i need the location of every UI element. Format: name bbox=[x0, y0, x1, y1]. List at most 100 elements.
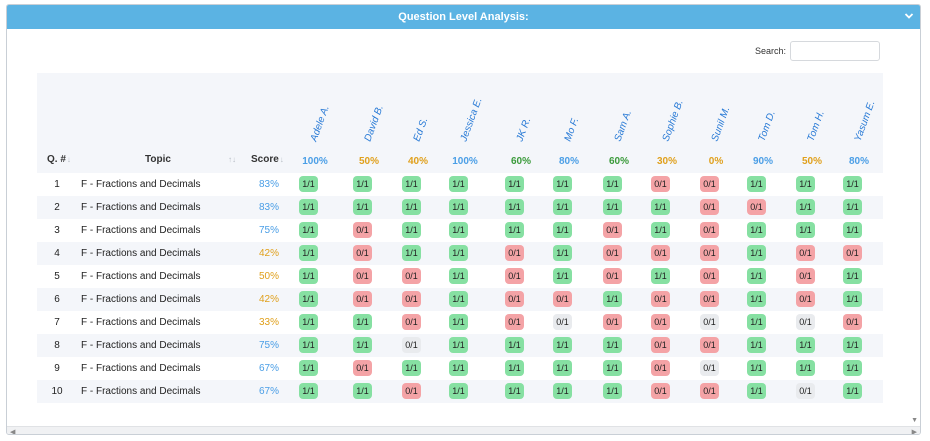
result-badge: 1/1 bbox=[353, 337, 372, 353]
result-badge: 1/1 bbox=[505, 360, 524, 376]
result-badge: 0/1 bbox=[353, 268, 372, 284]
topic-cell: F - Fractions and Decimals bbox=[81, 202, 201, 213]
table-row: 4 F - Fractions and Decimals 42% 1/1 0/1 1/1 1… bbox=[37, 242, 883, 265]
topic-cell: F - Fractions and Decimals bbox=[81, 340, 201, 351]
student-name[interactable]: Ed S. bbox=[411, 116, 431, 143]
column-header-score[interactable]: Score↓ bbox=[251, 154, 284, 165]
score-cell: 33% bbox=[258, 317, 279, 328]
result-badge: 0/1 bbox=[700, 337, 719, 353]
result-badge: 0/1 bbox=[353, 222, 372, 238]
score-cell: 67% bbox=[258, 386, 279, 397]
result-badge: 1/1 bbox=[553, 360, 572, 376]
score-cell: 83% bbox=[258, 202, 279, 213]
result-badge: 0/1 bbox=[700, 245, 719, 261]
student-percent: 60% bbox=[608, 156, 629, 167]
result-badge: 0/1 bbox=[700, 383, 719, 399]
question-number: 10 bbox=[51, 386, 63, 397]
student-name[interactable]: Mo F. bbox=[562, 116, 582, 143]
result-badge: 0/1 bbox=[402, 314, 421, 330]
student-percent: 50% bbox=[801, 156, 822, 167]
table-row: 7 F - Fractions and Decimals 33% 1/1 1/1 0/1 1… bbox=[37, 311, 883, 334]
scroll-down-icon[interactable]: ▼ bbox=[911, 417, 918, 424]
student-name[interactable]: Tom H. bbox=[805, 109, 827, 143]
result-badge: 0/1 bbox=[796, 291, 815, 307]
result-badge: 1/1 bbox=[747, 360, 766, 376]
student-name[interactable]: Sophie B. bbox=[660, 98, 686, 143]
student-percent: 50% bbox=[358, 156, 379, 167]
result-badge: 0/1 bbox=[651, 360, 670, 376]
result-badge: 1/1 bbox=[505, 199, 524, 215]
result-badge: 1/1 bbox=[796, 360, 815, 376]
column-header-topic[interactable]: Topic bbox=[145, 154, 171, 165]
result-badge: 1/1 bbox=[553, 199, 572, 215]
result-badge: 0/1 bbox=[603, 222, 622, 238]
question-number: 3 bbox=[54, 225, 60, 236]
score-cell: 67% bbox=[258, 363, 279, 374]
result-badge: 0/1 bbox=[796, 314, 815, 330]
student-name[interactable]: Yasum E. bbox=[852, 99, 878, 143]
result-badge: 0/1 bbox=[505, 314, 524, 330]
result-badge: 0/1 bbox=[700, 291, 719, 307]
result-badge: 1/1 bbox=[402, 176, 421, 192]
result-badge: 1/1 bbox=[843, 222, 862, 238]
result-badge: 0/1 bbox=[700, 314, 719, 330]
question-number: 6 bbox=[54, 294, 60, 305]
result-badge: 1/1 bbox=[843, 337, 862, 353]
result-badge: 1/1 bbox=[553, 383, 572, 399]
table-row: 8 F - Fractions and Decimals 75% 1/1 1/1 0/1 1… bbox=[37, 334, 883, 357]
student-name[interactable]: JK R. bbox=[514, 116, 534, 143]
result-badge: 0/1 bbox=[843, 314, 862, 330]
student-name[interactable]: Adele A. bbox=[308, 104, 332, 143]
result-badge: 0/1 bbox=[651, 291, 670, 307]
result-badge: 1/1 bbox=[449, 383, 468, 399]
result-badge: 1/1 bbox=[353, 383, 372, 399]
result-badge: 1/1 bbox=[505, 222, 524, 238]
result-badge: 1/1 bbox=[299, 337, 318, 353]
result-badge: 1/1 bbox=[843, 268, 862, 284]
result-badge: 1/1 bbox=[299, 222, 318, 238]
student-name[interactable]: Sunil M. bbox=[709, 105, 733, 143]
student-percent: 90% bbox=[752, 156, 773, 167]
result-badge: 0/1 bbox=[843, 245, 862, 261]
chevron-down-icon[interactable] bbox=[904, 11, 914, 21]
result-badge: 0/1 bbox=[747, 199, 766, 215]
result-badge: 1/1 bbox=[747, 245, 766, 261]
search-input[interactable] bbox=[790, 41, 880, 61]
topic-cell: F - Fractions and Decimals bbox=[81, 317, 201, 328]
result-badge: 1/1 bbox=[299, 314, 318, 330]
result-badge: 1/1 bbox=[747, 314, 766, 330]
score-cell: 42% bbox=[258, 248, 279, 259]
panel-header[interactable]: Question Level Analysis: bbox=[7, 5, 920, 29]
table-row: 10 F - Fractions and Decimals 67% 1/1 1/1 0/1… bbox=[37, 380, 883, 403]
question-number: 4 bbox=[54, 248, 60, 259]
sort-icon: ↓ bbox=[279, 155, 284, 164]
result-badge: 1/1 bbox=[449, 245, 468, 261]
question-number: 2 bbox=[54, 202, 60, 213]
result-badge: 0/1 bbox=[402, 383, 421, 399]
result-badge: 1/1 bbox=[553, 176, 572, 192]
student-name[interactable]: David B. bbox=[362, 103, 386, 143]
score-cell: 75% bbox=[258, 340, 279, 351]
result-badge: 1/1 bbox=[747, 176, 766, 192]
scroll-left-icon[interactable]: ◀ bbox=[10, 429, 16, 435]
result-badge: 1/1 bbox=[449, 222, 468, 238]
horizontal-scrollbar[interactable]: ◀ ▶ bbox=[7, 426, 920, 435]
sort-icon: ↓ bbox=[66, 155, 71, 164]
result-badge: 1/1 bbox=[299, 268, 318, 284]
student-name[interactable]: Tom D. bbox=[756, 109, 778, 143]
result-badge: 1/1 bbox=[505, 383, 524, 399]
student-name[interactable]: Jessica E. bbox=[458, 96, 485, 143]
sort-icon[interactable]: ↑↓ bbox=[228, 155, 236, 164]
topic-cell: F - Fractions and Decimals bbox=[81, 225, 201, 236]
result-badge: 1/1 bbox=[843, 291, 862, 307]
result-badge: 1/1 bbox=[747, 337, 766, 353]
scroll-right-icon[interactable]: ▶ bbox=[911, 429, 917, 435]
result-badge: 0/1 bbox=[353, 360, 372, 376]
student-name[interactable]: Sam A. bbox=[612, 108, 635, 143]
result-badge: 1/1 bbox=[796, 199, 815, 215]
column-header-qnum[interactable]: Q. #↓ bbox=[47, 154, 71, 165]
result-badge: 1/1 bbox=[353, 314, 372, 330]
result-badge: 0/1 bbox=[505, 245, 524, 261]
result-badge: 0/1 bbox=[353, 291, 372, 307]
result-badge: 1/1 bbox=[796, 222, 815, 238]
